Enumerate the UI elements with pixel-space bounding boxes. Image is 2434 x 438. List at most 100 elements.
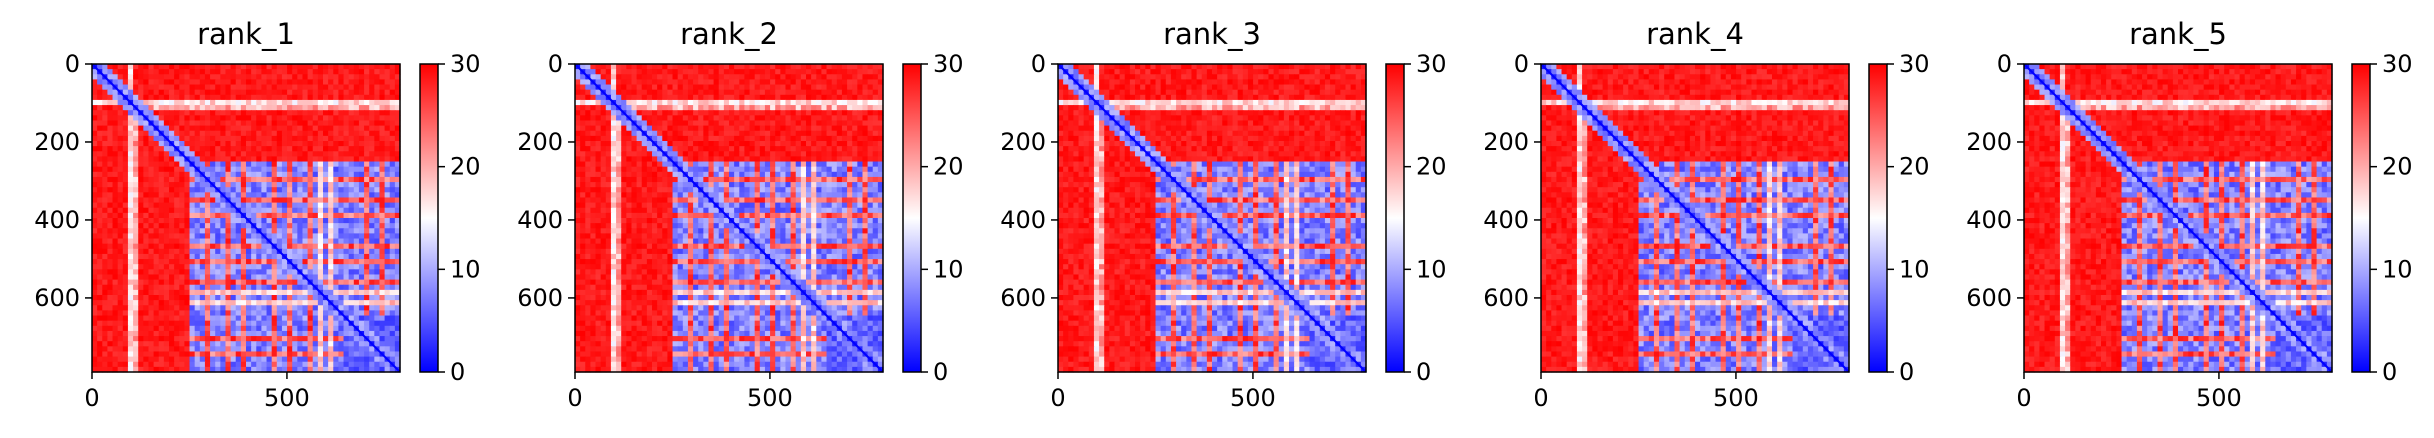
- heatmap-cell: [677, 84, 684, 91]
- heatmap-cell: [729, 115, 735, 122]
- heatmap-cell: [657, 115, 663, 122]
- heatmap-cell: [775, 89, 781, 96]
- heatmap-cell: [210, 228, 216, 234]
- heatmap-cell: [235, 361, 242, 368]
- heatmap-cell: [163, 166, 170, 173]
- heatmap-cell: [687, 105, 694, 111]
- heatmap-cell: [677, 146, 684, 152]
- heatmap-cell: [657, 176, 663, 183]
- heatmap-cell: [302, 346, 309, 353]
- heatmap-cell: [723, 110, 730, 116]
- heatmap-cell: [169, 99, 175, 106]
- heatmap-cell: [251, 146, 257, 152]
- heatmap-cell: [251, 212, 257, 219]
- heatmap-cell: [646, 64, 653, 70]
- heatmap-cell: [235, 238, 242, 245]
- heatmap-cell: [343, 223, 350, 229]
- heatmap-cell: [122, 130, 129, 137]
- heatmap-cell: [343, 115, 350, 122]
- heatmap-cell: [153, 253, 160, 260]
- heatmap-cell: [369, 279, 375, 286]
- heatmap-cell: [297, 94, 304, 101]
- heatmap-cell: [215, 74, 221, 80]
- heatmap-cell: [703, 110, 710, 116]
- heatmap-cell: [600, 94, 607, 101]
- heatmap-cell: [816, 84, 822, 91]
- heatmap-cell: [811, 125, 817, 132]
- heatmap-cell: [348, 300, 355, 306]
- heatmap-cell: [317, 336, 324, 342]
- heatmap-cell: [256, 269, 262, 276]
- heatmap-cell: [389, 156, 396, 163]
- heatmap-cell: [358, 218, 365, 224]
- heatmap-cell: [261, 64, 268, 70]
- heatmap-cell: [616, 110, 622, 116]
- heatmap-cell: [307, 166, 314, 173]
- heatmap-cell: [256, 238, 262, 245]
- heatmap-cell: [877, 94, 884, 101]
- heatmap-cell: [297, 99, 304, 106]
- heatmap-cell: [394, 361, 401, 368]
- heatmap-cell: [240, 361, 247, 368]
- heatmap-cell: [92, 146, 98, 152]
- heatmap-cell: [148, 289, 155, 296]
- heatmap-cell: [636, 69, 643, 75]
- heatmap-cell: [281, 228, 288, 234]
- heatmap-cell: [374, 89, 381, 96]
- heatmap-cell: [225, 346, 232, 353]
- heatmap-cell: [379, 207, 386, 214]
- heatmap-cell: [847, 141, 853, 147]
- heatmap-cell: [297, 120, 304, 127]
- heatmap-cell: [631, 130, 638, 137]
- heatmap-cell: [389, 330, 396, 337]
- heatmap-cell: [302, 284, 309, 291]
- heatmap-cell: [169, 135, 175, 142]
- heatmap-cell: [225, 356, 232, 363]
- heatmap-cell: [158, 336, 165, 342]
- heatmap-cell: [831, 166, 838, 173]
- heatmap-cell: [641, 89, 648, 96]
- heatmap-cell: [153, 84, 160, 91]
- heatmap-cell: [590, 94, 597, 101]
- heatmap-cell: [338, 289, 345, 296]
- heatmap-cell: [379, 151, 386, 157]
- heatmap-cell: [862, 74, 869, 80]
- heatmap-cell: [770, 171, 776, 178]
- heatmap-cell: [184, 341, 191, 347]
- heatmap-cell: [287, 274, 293, 281]
- heatmap-cell: [364, 269, 370, 276]
- heatmap-cell: [338, 320, 345, 327]
- heatmap-cell: [857, 84, 864, 91]
- heatmap-cell: [179, 284, 185, 291]
- heatmap-cell: [261, 320, 268, 327]
- heatmap-cell: [127, 176, 134, 183]
- heatmap-cell: [646, 120, 653, 127]
- heatmap-cell: [775, 171, 781, 178]
- heatmap-cell: [826, 166, 833, 173]
- heatmap-cell: [271, 146, 278, 152]
- heatmap-cell: [328, 197, 334, 204]
- heatmap-cell: [215, 84, 221, 91]
- heatmap-cell: [379, 336, 386, 342]
- heatmap-cell: [235, 264, 242, 270]
- heatmap-cell: [872, 146, 879, 152]
- heatmap-cell: [153, 202, 160, 209]
- heatmap-cell: [215, 274, 221, 281]
- heatmap-cell: [251, 325, 257, 332]
- heatmap-cell: [847, 151, 853, 157]
- heatmap-cell: [374, 207, 381, 214]
- heatmap-cell: [117, 259, 124, 265]
- heatmap-cell: [251, 115, 257, 122]
- heatmap-cell: [189, 284, 196, 291]
- heatmap-cell: [122, 105, 129, 111]
- heatmap-cell: [343, 259, 350, 265]
- heatmap-cell: [102, 300, 108, 306]
- heatmap-cell: [358, 125, 365, 132]
- heatmap-cell: [317, 305, 324, 311]
- heatmap-cell: [847, 94, 853, 101]
- heatmap-cell: [266, 110, 273, 116]
- heatmap-cell: [677, 141, 684, 147]
- heatmap-cell: [687, 151, 694, 157]
- heatmap-cell: [328, 315, 334, 322]
- heatmap-cell: [328, 84, 334, 91]
